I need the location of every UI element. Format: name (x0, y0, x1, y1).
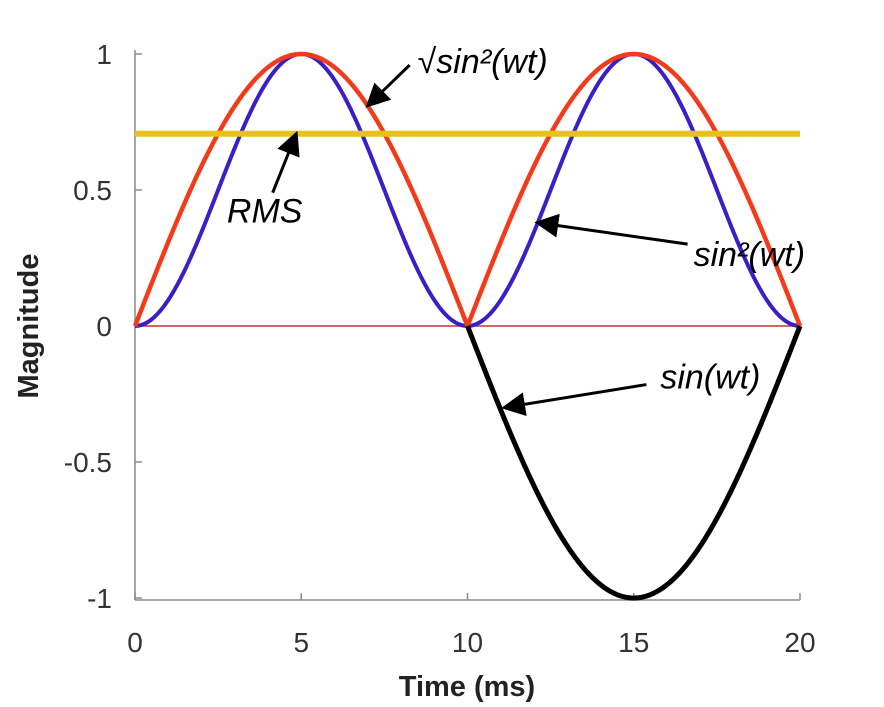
x-tick-label: 15 (618, 627, 649, 658)
axis-ticks: 0 5 10 15 20 1 0.5 0 -0.5 -1 (64, 39, 816, 658)
annotation-label: sin(wt) (660, 359, 760, 397)
y-tick-label: 0.5 (73, 175, 112, 206)
annotation-arrow (501, 383, 647, 417)
series-line (132, 51, 803, 329)
plot-series (132, 51, 803, 601)
x-tick-label: 5 (293, 627, 309, 658)
x-tick-label: 0 (127, 627, 143, 658)
series-line (465, 325, 803, 601)
annotation-arrow (271, 130, 300, 194)
series-line (134, 52, 801, 328)
y-tick-label: -1 (87, 583, 112, 614)
x-tick-label: 10 (452, 627, 483, 658)
y-tick-label: 1 (96, 39, 112, 70)
annotation-label: √sin²(wt) (418, 43, 548, 81)
annotation-arrow (534, 213, 688, 246)
x-axis-title: Time (ms) (399, 671, 535, 703)
annotation-arrow (365, 63, 411, 108)
y-tick-label: 0 (96, 311, 112, 342)
annotations: √sin²(wt) RMS sin²(wt) sin(wt) (227, 43, 805, 417)
y-tick-label: -0.5 (64, 447, 112, 478)
annotation-label: RMS (227, 193, 303, 231)
annotation-label: sin²(wt) (694, 236, 805, 274)
x-tick-label: 20 (784, 627, 815, 658)
y-axis-title: Magnitude (13, 254, 45, 399)
